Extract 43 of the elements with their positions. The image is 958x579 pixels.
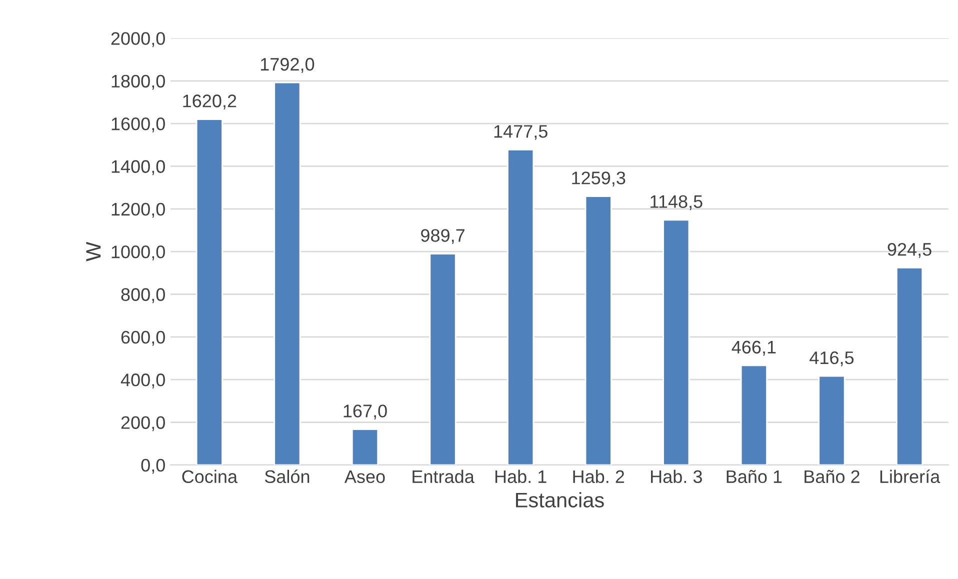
data-label: 924,5 bbox=[888, 242, 932, 258]
data-label: 1620,2 bbox=[183, 94, 236, 110]
data-label: 466,1 bbox=[732, 340, 776, 356]
data-label: 1792,0 bbox=[260, 58, 314, 73]
x-tick-label: Cocina bbox=[182, 470, 238, 484]
y-tick-label: 1400,0 bbox=[112, 160, 165, 176]
x-tick-label: Aseo bbox=[344, 470, 385, 484]
y-tick-label: 1200,0 bbox=[112, 202, 165, 218]
x-tick-label: Salón bbox=[264, 470, 310, 484]
x-tick-label: Hab. 2 bbox=[573, 470, 624, 484]
x-tick-label: Librería bbox=[880, 470, 940, 484]
x-tick-label: Hab. 3 bbox=[651, 470, 702, 484]
y-axis-title: W bbox=[86, 242, 101, 262]
x-tick-label: Entrada bbox=[412, 470, 474, 484]
y-tick-label: 2000,0 bbox=[111, 32, 165, 48]
bar bbox=[351, 428, 379, 465]
bar bbox=[818, 375, 846, 465]
bar bbox=[429, 253, 456, 465]
data-label: 1259,3 bbox=[572, 172, 626, 186]
y-tick-label: 0,0 bbox=[141, 458, 165, 474]
x-tick-label: Baño 2 bbox=[804, 470, 860, 484]
y-tick-label: 400,0 bbox=[120, 374, 165, 388]
y-tick-label: 1000,0 bbox=[112, 246, 165, 260]
x-tick-label: Baño 1 bbox=[726, 470, 782, 484]
y-tick-label: 200,0 bbox=[121, 416, 165, 432]
data-label: 1148,5 bbox=[650, 195, 702, 210]
data-label: 416,5 bbox=[810, 351, 854, 366]
bar bbox=[740, 364, 768, 465]
y-tick-label: 600,0 bbox=[121, 330, 165, 346]
x-axis-title: Estancias bbox=[516, 492, 604, 508]
y-tick-label: 800,0 bbox=[121, 288, 165, 304]
bar bbox=[584, 196, 612, 465]
bar bbox=[196, 118, 223, 465]
bar bbox=[662, 219, 690, 465]
data-label: 167,0 bbox=[344, 404, 387, 420]
bar bbox=[896, 266, 924, 465]
data-label: 989,7 bbox=[421, 229, 464, 244]
x-tick-label: Hab. 1 bbox=[495, 470, 546, 484]
y-tick-label: 1600,0 bbox=[112, 117, 165, 132]
bar bbox=[507, 149, 534, 465]
bar bbox=[274, 82, 301, 465]
y-tick-label: 1800,0 bbox=[112, 74, 165, 90]
data-label: 1477,5 bbox=[494, 125, 548, 140]
